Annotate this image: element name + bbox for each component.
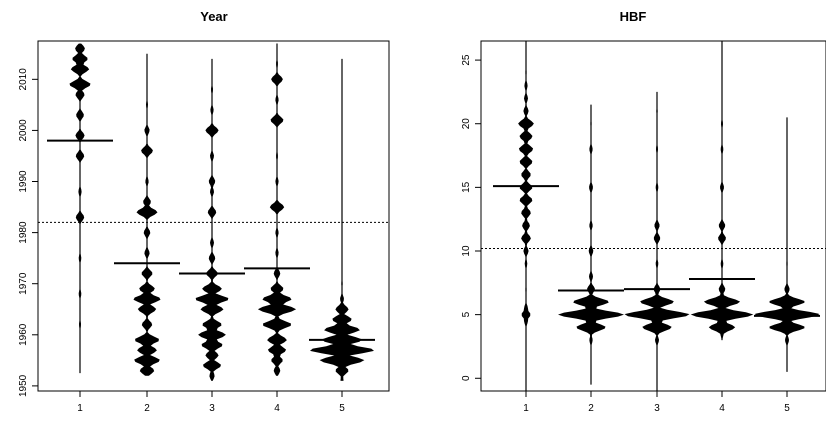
bean-density-shape: [690, 41, 754, 341]
y-tick-label: 1960: [18, 323, 29, 346]
y-tick-label: 0: [461, 375, 472, 381]
x-tick-label: 2: [144, 403, 150, 414]
plot-frame: [37, 40, 390, 392]
panel-year: Year 1950 1960 1970 1980 1990 2000 2010 1 2 3 4 5: [18, 9, 390, 414]
chart-title-year: Year: [200, 9, 227, 24]
x-tick-label: 3: [209, 403, 215, 414]
y-tick-label: 5: [461, 311, 472, 317]
bean-density-shape: [755, 117, 819, 372]
bean-density-shape: [558, 104, 624, 385]
panel-hbf: HBF 0 5 10 15 20 25 1 2 3 4 5: [461, 9, 826, 414]
bean-density-shape: [133, 53, 161, 376]
plot-area: [481, 41, 826, 391]
bean-density-shape: [257, 43, 297, 376]
bean-density-shape: [195, 58, 229, 381]
y-tick-label: 20: [461, 118, 472, 130]
bean-density-shape: [69, 43, 91, 374]
bean-density-shape: [518, 41, 534, 391]
chart-title-hbf: HBF: [620, 9, 647, 24]
x-tick-label: 5: [339, 403, 345, 414]
x-tick-label: 3: [654, 403, 660, 414]
y-tick-label: 1980: [18, 221, 29, 244]
y-tick-label: 2000: [18, 119, 29, 142]
bean-density-shape: [624, 91, 690, 391]
x-tick-label: 4: [274, 403, 280, 414]
bean-density-shape: [310, 58, 374, 381]
x-tick-label: 2: [588, 403, 594, 414]
x-tick-label: 4: [719, 403, 725, 414]
y-tick-label: 15: [461, 181, 472, 193]
x-tick-label: 1: [523, 403, 529, 414]
y-tick-label: 1950: [18, 374, 29, 397]
y-tick-label: 25: [461, 54, 472, 66]
x-tick-label: 1: [77, 403, 83, 414]
plot-frame: [480, 40, 826, 392]
y-tick-label: 1990: [18, 170, 29, 193]
y-tick-label: 1970: [18, 272, 29, 295]
y-tick-label: 10: [461, 245, 472, 257]
x-tick-label: 5: [784, 403, 790, 414]
y-tick-label: 2010: [18, 68, 29, 91]
plot-area: [38, 43, 389, 381]
